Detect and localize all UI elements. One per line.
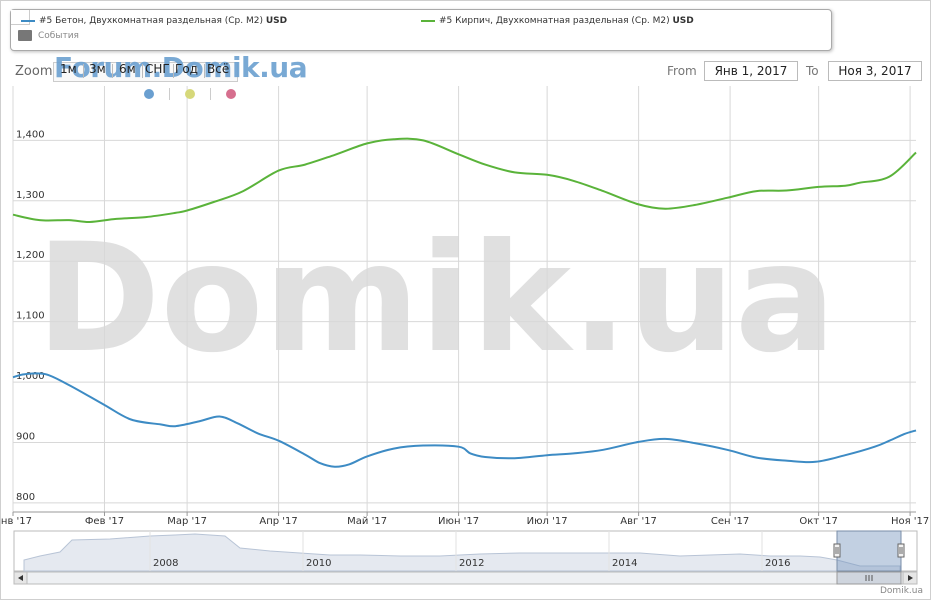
navigator[interactable]: 2008 2010 2012 2014 2016 [13, 530, 918, 572]
horizontal-gridlines [13, 139, 916, 504]
event-separator [210, 88, 211, 100]
x-tick-label: Янв '17 [0, 516, 32, 527]
legend-label-kirpich: #5 Кирпич, Двухкомнатная раздельная (Ср.… [439, 16, 670, 26]
event-dot-yellow[interactable] [185, 89, 195, 99]
x-tick-label: Окт '17 [799, 516, 837, 527]
navigator-grid [149, 531, 763, 571]
navigator-right-handle[interactable] [897, 543, 905, 558]
x-tick-label: Ноя '17 [891, 516, 929, 527]
y-tick-label: 900 [16, 432, 35, 443]
y-tick-label: 1,000 [16, 371, 45, 382]
legend-label-events: События [38, 31, 79, 41]
from-date-input[interactable]: Янв 1, 2017 [704, 61, 798, 81]
scrollbar[interactable] [13, 571, 918, 585]
navigator-year-label: 2010 [306, 558, 331, 569]
y-tick-label: 800 [16, 492, 35, 503]
legend-unit-kirpich: USD [672, 16, 694, 26]
zoom-separator [83, 64, 84, 78]
plot-area: Domik.ua 800 900 1,000 1,100 1,200 1,300 1,400… [0, 86, 929, 527]
event-dot-blue[interactable] [144, 89, 154, 99]
credit-link[interactable]: Domik.ua [880, 586, 923, 596]
zoom-button-year[interactable]: Год [175, 62, 198, 76]
y-axis-labels: 800 900 1,000 1,100 1,200 1,300 1,400 [16, 129, 45, 503]
legend-label-beton: #5 Бетон, Двухкомнатная раздельная (Ср. … [39, 16, 263, 26]
x-tick-label: Мар '17 [167, 516, 207, 527]
legend-item-beton[interactable]: #5 Бетон, Двухкомнатная раздельная (Ср. … [21, 16, 287, 26]
x-tick-label: Авг '17 [620, 516, 657, 527]
scroll-right-arrow-icon [908, 575, 913, 581]
events-swatch-icon [18, 30, 32, 41]
y-tick-label: 1,300 [16, 190, 45, 201]
top-watermark: Forum.Domik.ua [54, 51, 308, 84]
zoom-button-all[interactable]: Всё [207, 62, 230, 76]
scrollbar-track[interactable] [13, 571, 918, 585]
zoom-button-6m[interactable]: 6м [119, 62, 136, 76]
event-separator [169, 88, 170, 100]
y-tick-label: 1,200 [16, 250, 45, 261]
event-dot-pink[interactable] [226, 89, 236, 99]
to-date-input[interactable]: Ноя 3, 2017 [828, 61, 922, 81]
navigator-year-label: 2012 [459, 558, 484, 569]
x-axis-labels: Янв '17 Фев '17 Мар '17 Апр '17 Май '17 Июн '… [0, 516, 929, 527]
zoom-button-1m[interactable]: 1м [60, 62, 77, 76]
x-tick-label: Фев '17 [85, 516, 124, 527]
navigator-year-label: 2014 [612, 558, 637, 569]
legend-line-kirpich [421, 19, 435, 22]
to-label: To [806, 64, 819, 78]
navigator-year-label: 2016 [765, 558, 790, 569]
legend-unit-beton: USD [265, 16, 288, 26]
zoom-button-3m[interactable]: 3м [89, 62, 106, 76]
series-beton-line[interactable] [12, 372, 917, 468]
navigator-year-labels: 2008 2010 2012 2014 2016 [153, 558, 790, 569]
x-tick-label: Май '17 [347, 516, 387, 527]
legend-item-events[interactable]: События [18, 30, 79, 41]
zoom-label: Zoom [15, 64, 53, 79]
y-tick-label: 1,100 [16, 311, 45, 322]
big-watermark: Domik.ua [36, 212, 836, 386]
x-tick-label: Июл '17 [527, 516, 568, 527]
from-label: From [667, 64, 697, 78]
x-tick-label: Июн '17 [438, 516, 479, 527]
zoom-separator [112, 64, 113, 78]
navigator-left-handle[interactable] [833, 543, 841, 558]
legend-item-kirpich[interactable]: #5 Кирпич, Двухкомнатная раздельная (Ср.… [421, 16, 694, 26]
y-tick-label: 1,400 [16, 129, 45, 140]
zoom-button-group [53, 62, 238, 82]
legend-line-beton [21, 19, 35, 22]
navigator-selection[interactable] [836, 530, 902, 572]
x-tick-label: Сен '17 [711, 516, 749, 527]
legend: #5 Бетон, Двухкомнатная раздельная (Ср. … [10, 9, 832, 51]
scroll-left-arrow-icon [18, 575, 23, 581]
navigator-series-area [23, 533, 901, 572]
zoom-button-ytd[interactable]: СНГ [145, 62, 170, 76]
navigator-year-label: 2008 [153, 558, 178, 569]
series-kirpich-line[interactable] [12, 137, 917, 224]
zoom-separator [204, 64, 205, 78]
zoom-separator [173, 64, 174, 78]
x-tick-label: Апр '17 [259, 516, 297, 527]
zoom-separator [142, 64, 143, 78]
